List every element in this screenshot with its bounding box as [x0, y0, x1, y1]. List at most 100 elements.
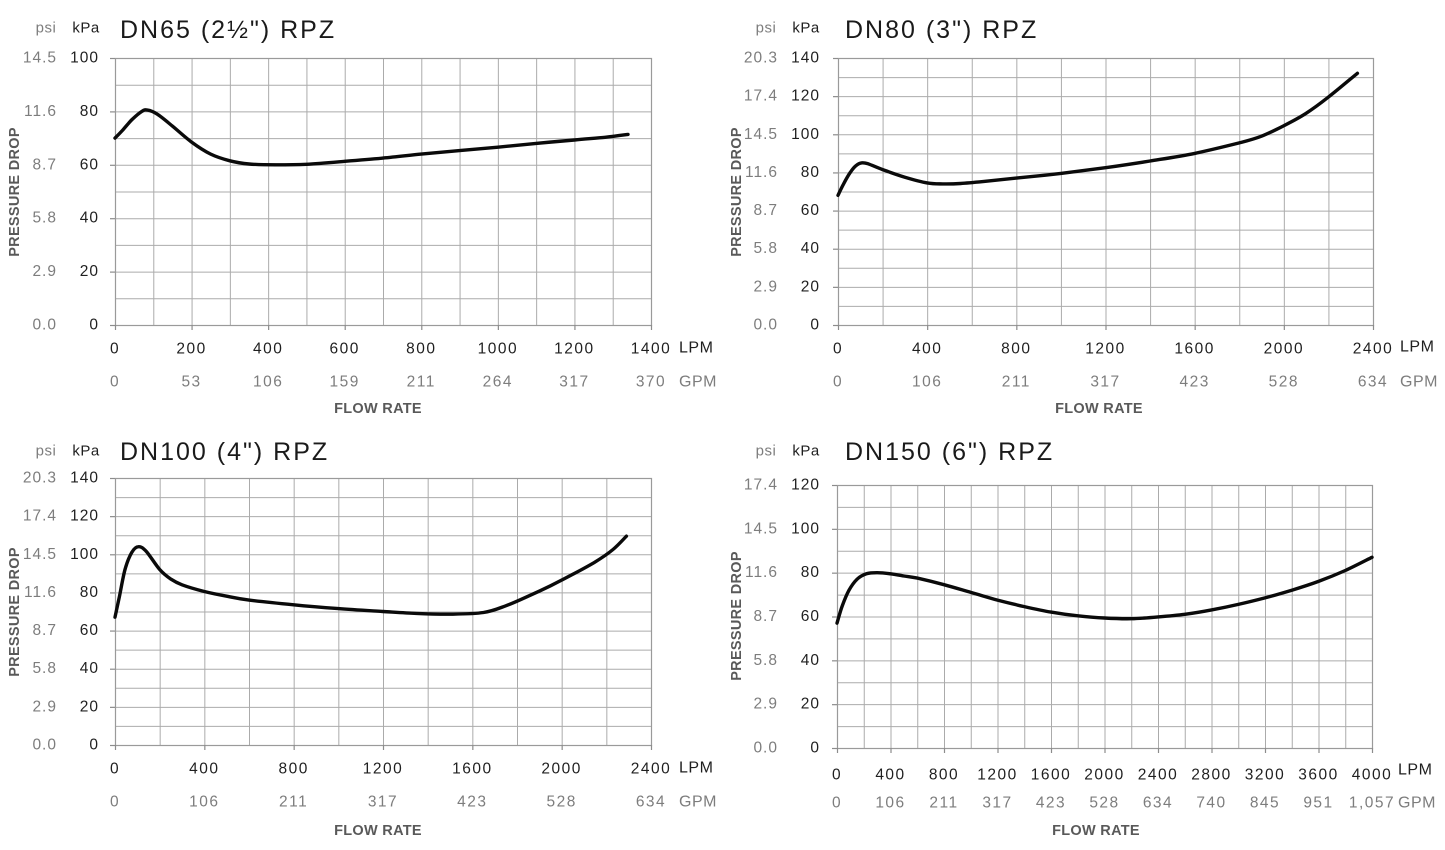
kpa-tick-label: 40	[801, 652, 820, 669]
gpm-tick-label: 423	[457, 794, 487, 811]
plot-border	[114, 57, 653, 327]
gpm-tick-label: 53	[181, 374, 201, 391]
kpa-tick-label: 20	[80, 698, 99, 715]
pressure-drop-axis-label: PRESSURE DROP	[7, 547, 23, 677]
psi-unit-header: psi	[36, 443, 57, 460]
psi-tick-label: 5.8	[753, 652, 778, 669]
lpm-tick-label: 0	[110, 761, 120, 778]
lpm-tick-label: 1400	[631, 341, 671, 358]
gpm-unit-label: GPM	[1398, 795, 1436, 812]
psi-tick-label: 8.7	[32, 622, 57, 639]
gpm-tick-label: 423	[1179, 374, 1209, 391]
lpm-tick-label: 400	[253, 341, 283, 358]
gpm-tick-label: 106	[189, 794, 219, 811]
kpa-tick-label: 40	[801, 240, 820, 257]
lpm-tick-label: 0	[833, 341, 843, 358]
grid	[838, 58, 1374, 326]
gpm-tick-label: 1,057	[1349, 795, 1395, 812]
lpm-tick-label: 2000	[1264, 341, 1304, 358]
psi-tick-label: 14.5	[744, 126, 778, 143]
gpm-tick-label: 740	[1196, 795, 1226, 812]
gpm-tick-label: 0	[110, 794, 120, 811]
lpm-tick-label: 800	[929, 767, 959, 784]
gpm-tick-label: 634	[1358, 374, 1388, 391]
psi-tick-label: 0.0	[32, 317, 57, 334]
psi-tick-label: 2.9	[32, 263, 57, 280]
chart-dn80: DN80 (3") RPZ psi kPa 0.0 0 2.9 20 5.8 40 8.7 60 11…	[729, 16, 1437, 417]
psi-unit-header: psi	[756, 20, 777, 37]
gpm-tick-label: 211	[1002, 374, 1031, 391]
chart-dn65: DN65 (2½") RPZ psi kPa 0.0 0 2.9 20 5.8 40 8.7 60 1…	[7, 16, 717, 417]
psi-tick-label: 20.3	[744, 50, 778, 67]
flow-rate-axis-label: FLOW RATE	[334, 823, 422, 839]
chart-title: DN65 (2½") RPZ	[120, 16, 336, 44]
kpa-tick-label: 100	[791, 520, 820, 537]
lpm-tick-label: 400	[875, 767, 905, 784]
gpm-tick-label: 370	[636, 374, 666, 391]
lpm-tick-label: 800	[1001, 341, 1031, 358]
gpm-tick-label: 106	[875, 795, 905, 812]
gpm-tick-label: 528	[1089, 795, 1119, 812]
psi-tick-label: 17.4	[23, 508, 57, 525]
lpm-tick-label: 1600	[1031, 767, 1071, 784]
psi-unit-header: psi	[36, 20, 57, 37]
kpa-tick-label: 120	[791, 88, 820, 105]
kpa-tick-label: 20	[801, 696, 820, 713]
lpm-tick-label: 2400	[1353, 341, 1393, 358]
kpa-tick-label: 80	[801, 164, 820, 181]
chart-dn100: DN100 (4") RPZ psi kPa 0.0 0 2.9 20 5.8 40 8.7 60 1…	[7, 438, 716, 839]
psi-unit-header: psi	[756, 443, 777, 460]
lpm-tick-label: 0	[832, 767, 842, 784]
lpm-tick-label: 3600	[1298, 767, 1338, 784]
psi-tick-label: 20.3	[23, 470, 57, 487]
psi-tick-label: 8.7	[32, 156, 57, 173]
lpm-tick-label: 400	[189, 761, 219, 778]
lpm-tick-label: 2400	[1138, 767, 1178, 784]
psi-tick-label: 5.8	[32, 660, 57, 677]
kpa-tick-label: 120	[791, 477, 820, 494]
lpm-tick-label: 0	[110, 341, 120, 358]
tick-marks	[110, 57, 653, 330]
pressure-drop-axis-label: PRESSURE DROP	[7, 127, 23, 257]
lpm-tick-label: 3200	[1245, 767, 1285, 784]
grid	[115, 58, 652, 326]
psi-tick-label: 0.0	[32, 737, 57, 754]
psi-tick-label: 11.6	[745, 164, 778, 181]
lpm-tick-label: 800	[278, 761, 308, 778]
gpm-tick-label: 317	[1090, 374, 1120, 391]
psi-tick-label: 2.9	[753, 696, 778, 713]
kpa-tick-label: 20	[801, 278, 820, 295]
gpm-tick-label: 317	[368, 794, 398, 811]
gpm-unit-label: GPM	[679, 374, 717, 391]
lpm-unit-label: LPM	[1398, 762, 1432, 779]
flow-rate-axis-label: FLOW RATE	[1052, 823, 1140, 839]
psi-tick-label: 11.6	[24, 584, 57, 601]
kpa-tick-label: 80	[801, 564, 820, 581]
flow-rate-axis-label: FLOW RATE	[334, 401, 422, 417]
lpm-unit-label: LPM	[1400, 339, 1434, 356]
psi-tick-label: 8.7	[753, 202, 778, 219]
kpa-unit-header: kPa	[792, 20, 820, 37]
gpm-tick-label: 845	[1250, 795, 1280, 812]
gpm-tick-label: 264	[483, 374, 513, 391]
psi-tick-label: 0.0	[753, 740, 778, 757]
lpm-tick-label: 1200	[363, 761, 403, 778]
chart-title: DN150 (6") RPZ	[845, 438, 1054, 466]
tick-marks	[832, 484, 1374, 753]
tick-marks	[110, 477, 653, 750]
lpm-tick-label: 1600	[1174, 341, 1214, 358]
kpa-unit-header: kPa	[72, 443, 100, 460]
lpm-tick-label: 1200	[554, 341, 594, 358]
kpa-tick-label: 140	[791, 50, 820, 67]
gpm-tick-label: 106	[253, 374, 283, 391]
psi-tick-label: 14.5	[744, 520, 778, 537]
chart-title: DN80 (3") RPZ	[845, 16, 1038, 44]
lpm-tick-label: 600	[330, 341, 360, 358]
gpm-tick-label: 317	[982, 795, 1012, 812]
tick-marks	[833, 57, 1375, 330]
gpm-tick-label: 528	[546, 794, 576, 811]
kpa-tick-label: 60	[80, 156, 99, 173]
pressure-drop-curve	[113, 534, 629, 619]
